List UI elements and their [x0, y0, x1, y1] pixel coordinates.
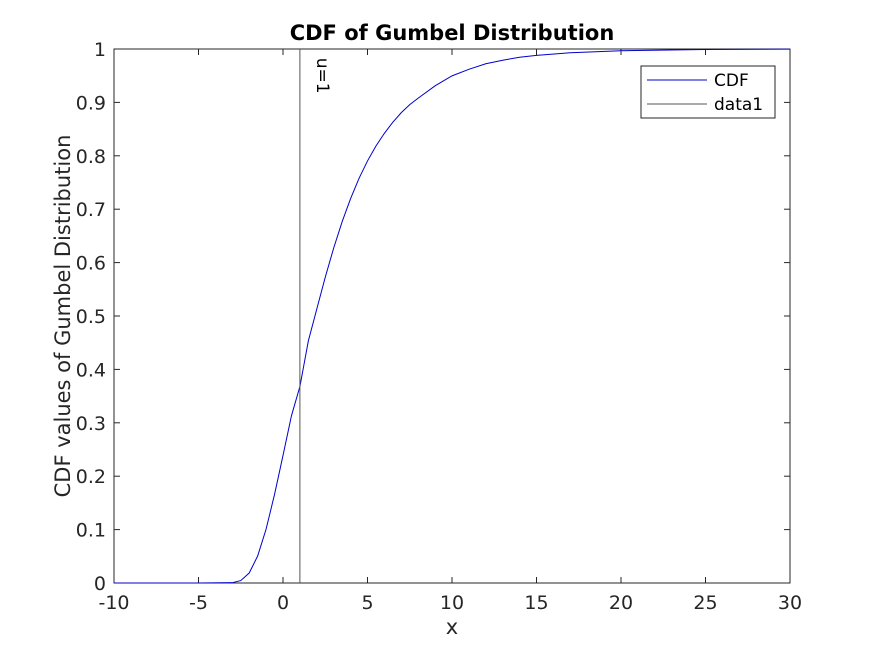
legend: CDF data1: [640, 65, 776, 119]
chart-title: CDF of Gumbel Distribution: [290, 21, 615, 45]
x-tick-label: 10: [440, 592, 464, 614]
x-tick-label: 25: [693, 592, 717, 614]
x-tick-label: -10: [98, 592, 129, 614]
legend-entry-label: CDF: [714, 71, 749, 91]
x-tick-label: 30: [778, 592, 802, 614]
x-axis-label: x: [446, 615, 458, 639]
y-tick-label: 0.1: [76, 520, 106, 542]
y-tick-label: 0.8: [76, 146, 106, 168]
x-tick-label: -5: [189, 592, 208, 614]
series-line-cdf: [114, 48, 791, 584]
x-tick-label: 20: [609, 592, 633, 614]
annotation-label: u=1: [312, 58, 332, 94]
y-tick-label: 0.3: [76, 413, 106, 435]
y-tick-label: 0.6: [76, 253, 106, 275]
x-tick-label: 0: [277, 592, 289, 614]
y-tick-label: 0.2: [76, 466, 106, 488]
plot-area: -10 -5 0 5 10 15 20 25 30 0 0.1 0.2 0.3 0.4 0.5 0.6 0.7 0…: [76, 39, 802, 614]
legend-entry-label: data1: [714, 95, 763, 115]
x-tick-label: 15: [524, 592, 548, 614]
legend-box: [640, 65, 776, 119]
y-axis-label: CDF values of Gumbel Distribution: [51, 135, 75, 498]
axes-box: [113, 48, 791, 584]
y-tick-label: 0.9: [76, 92, 106, 114]
x-tick-label: 5: [361, 592, 373, 614]
y-tick-label: 0: [94, 573, 106, 595]
y-tick-label: 0.4: [76, 359, 106, 381]
y-tick-label: 0.5: [76, 306, 106, 328]
y-tick-label: 1: [94, 39, 106, 61]
y-tick-label: 0.7: [76, 199, 106, 221]
